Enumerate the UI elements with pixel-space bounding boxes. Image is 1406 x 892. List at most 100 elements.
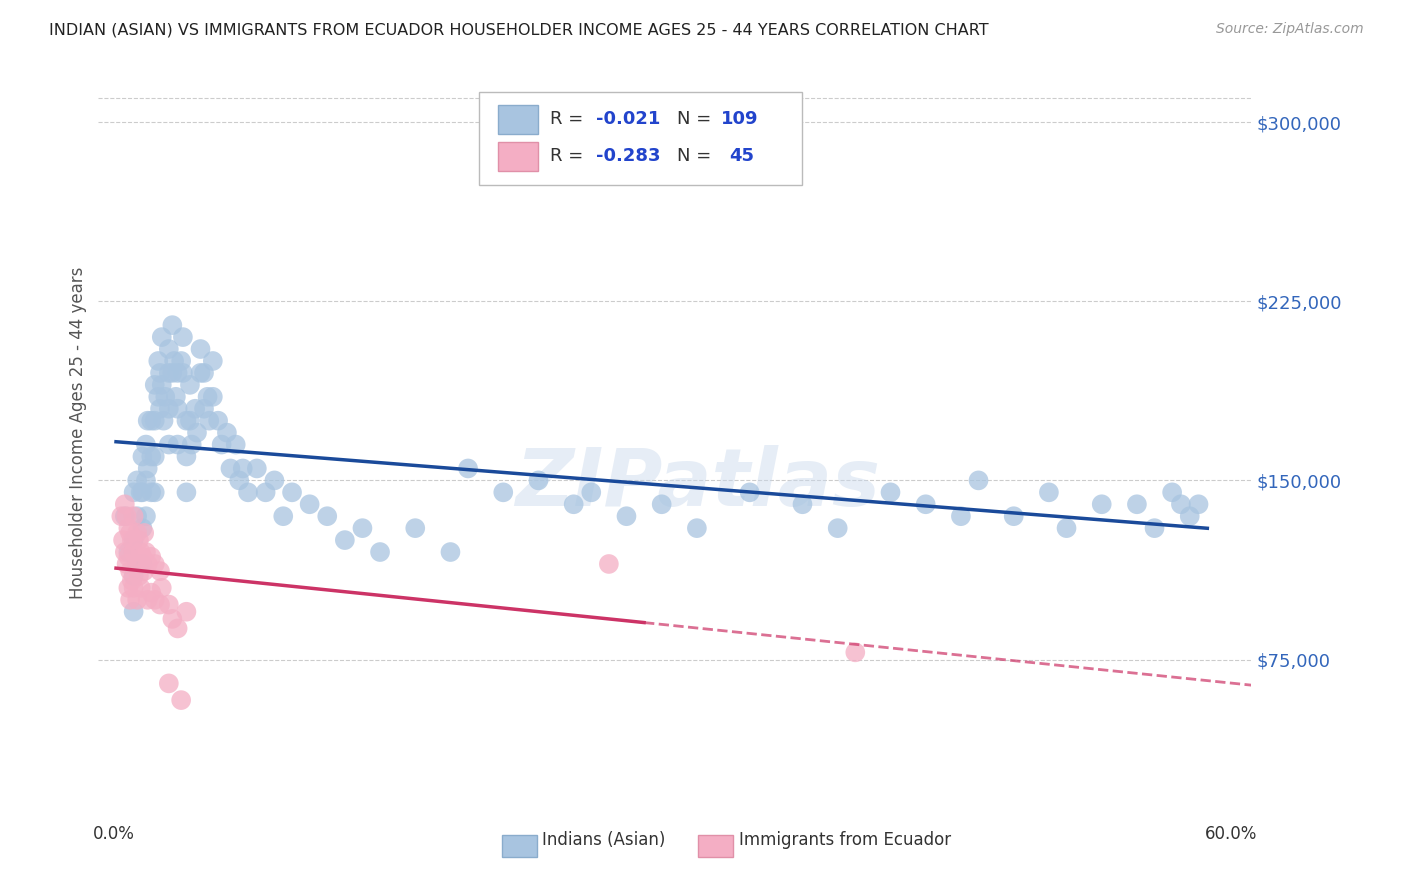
Point (180, 437, 202, 451)
Point (439, 545, 461, 559)
Point (149, 401, 172, 416)
Text: 109: 109 (721, 111, 758, 128)
Point (179, 414, 201, 428)
Point (581, 485, 603, 500)
Point (225, 437, 247, 451)
Point (651, 497, 673, 511)
Point (179, 377, 201, 392)
Point (616, 509, 638, 524)
Point (163, 354, 186, 368)
Point (190, 366, 212, 380)
Point (135, 437, 157, 451)
Point (122, 485, 145, 500)
Point (136, 592, 159, 607)
Point (112, 533, 135, 547)
Point (141, 549, 163, 564)
Point (352, 521, 374, 535)
Point (152, 414, 174, 428)
Point (141, 414, 163, 428)
Point (120, 525, 142, 540)
Point (527, 474, 550, 488)
Point (122, 581, 145, 595)
Point (143, 414, 166, 428)
Point (879, 485, 901, 500)
Point (166, 401, 188, 416)
Point (492, 485, 515, 500)
Point (127, 592, 149, 607)
Text: ZIPatlas: ZIPatlas (516, 445, 880, 524)
Text: 45: 45 (730, 147, 754, 165)
Point (162, 612, 184, 626)
Text: R =: R = (550, 147, 589, 165)
Point (316, 509, 339, 524)
Point (122, 509, 145, 524)
Point (129, 485, 152, 500)
Point (117, 549, 139, 564)
Point (1178, 509, 1201, 524)
Text: -0.021: -0.021 (596, 111, 661, 128)
Point (186, 425, 208, 440)
Point (157, 437, 180, 451)
Point (172, 330, 194, 344)
Point (131, 521, 153, 535)
Point (115, 557, 138, 571)
Point (141, 485, 163, 500)
Point (738, 485, 761, 500)
Point (333, 533, 356, 547)
Point (121, 574, 143, 588)
Text: 60.0%: 60.0% (1205, 825, 1257, 843)
Point (176, 605, 198, 619)
Point (844, 645, 866, 659)
Text: N =: N = (678, 111, 717, 128)
Point (263, 474, 285, 488)
Bar (697, 835, 733, 857)
Point (562, 497, 585, 511)
Point (368, 545, 391, 559)
Bar (502, 835, 537, 857)
Point (150, 581, 173, 595)
Text: R =: R = (550, 111, 589, 128)
Point (157, 366, 180, 380)
Point (117, 545, 139, 559)
Point (121, 533, 143, 547)
Point (135, 509, 157, 524)
Point (165, 390, 187, 404)
Point (114, 509, 136, 524)
Point (135, 474, 157, 488)
Point (1091, 497, 1114, 511)
Point (131, 557, 153, 571)
Point (128, 533, 150, 547)
Point (1170, 497, 1192, 511)
Point (127, 557, 149, 571)
Point (143, 592, 166, 607)
Point (114, 497, 136, 511)
Point (128, 569, 150, 583)
Point (122, 605, 145, 619)
Point (157, 676, 180, 690)
Point (1187, 497, 1209, 511)
Point (271, 509, 294, 524)
Point (236, 485, 259, 500)
Point (131, 485, 153, 500)
Point (219, 461, 242, 475)
Point (120, 564, 142, 578)
Point (136, 414, 159, 428)
Point (193, 366, 215, 380)
Point (122, 569, 145, 583)
Point (149, 366, 172, 380)
Point (136, 557, 159, 571)
Point (110, 509, 132, 524)
FancyBboxPatch shape (479, 92, 801, 185)
Text: Indians (Asian): Indians (Asian) (543, 830, 665, 849)
Point (215, 425, 238, 440)
Point (281, 485, 304, 500)
Point (1056, 521, 1078, 535)
Text: Immigrants from Ecuador: Immigrants from Ecuador (740, 830, 952, 849)
Point (170, 354, 193, 368)
Point (190, 342, 212, 356)
Point (598, 557, 620, 571)
Point (141, 450, 163, 464)
Point (686, 521, 709, 535)
Point (148, 390, 170, 404)
Point (135, 545, 157, 559)
